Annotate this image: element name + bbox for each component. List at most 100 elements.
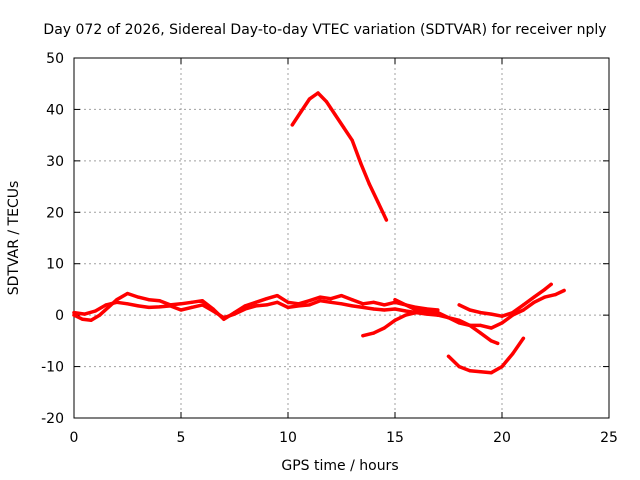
- data-point: [342, 125, 346, 129]
- data-point: [125, 291, 130, 296]
- data-point: [489, 339, 493, 343]
- x-tick-label: 25: [600, 430, 618, 446]
- data-point: [329, 297, 333, 301]
- data-point: [511, 311, 515, 315]
- x-tick-label: 20: [493, 430, 511, 446]
- data-point: [72, 311, 76, 315]
- data-point: [372, 307, 376, 311]
- data-point: [468, 323, 472, 327]
- data-point: [372, 300, 376, 304]
- data-point: [511, 352, 515, 356]
- data-point: [307, 97, 311, 101]
- data-point: [318, 295, 322, 299]
- data-point: [404, 309, 408, 313]
- data-point: [384, 218, 388, 222]
- y-tick-label: 50: [46, 51, 64, 67]
- data-point: [104, 303, 108, 307]
- data-point: [232, 312, 237, 316]
- data-point: [393, 298, 397, 302]
- data-point: [89, 318, 93, 322]
- data-point: [382, 308, 386, 312]
- y-tick-label: 30: [46, 154, 64, 170]
- y-tick-label: 0: [55, 308, 64, 324]
- data-point: [254, 304, 258, 308]
- data-point: [190, 305, 194, 309]
- data-point: [307, 299, 311, 303]
- data-point: [93, 309, 97, 313]
- x-tick-label: 15: [386, 430, 404, 446]
- data-point: [147, 305, 151, 309]
- series-line-trace-g: [457, 282, 553, 318]
- data-point: [179, 308, 183, 312]
- data-point: [211, 309, 215, 313]
- data-point: [446, 316, 451, 320]
- data-point: [318, 299, 322, 303]
- series-line-trace-c: [290, 91, 389, 222]
- data-point: [361, 305, 365, 309]
- data-point: [500, 314, 504, 318]
- data-point: [404, 313, 408, 317]
- data-point: [158, 305, 162, 309]
- data-point: [500, 321, 504, 325]
- y-tick-label: -10: [41, 360, 64, 376]
- data-point: [500, 365, 504, 369]
- data-point: [265, 303, 269, 307]
- data-point: [200, 303, 204, 307]
- data-point: [190, 300, 194, 304]
- data-point: [553, 293, 558, 297]
- data-point: [457, 318, 461, 322]
- data-point: [125, 302, 130, 306]
- data-point: [324, 100, 329, 104]
- data-point: [468, 369, 472, 373]
- data-point: [372, 331, 376, 335]
- data-point: [562, 288, 566, 293]
- data-point: [98, 313, 102, 317]
- data-point: [286, 305, 290, 309]
- data-point: [339, 294, 344, 298]
- data-point: [532, 295, 536, 299]
- series-line-trace-e: [393, 297, 500, 346]
- data-point: [382, 303, 386, 307]
- data-point: [496, 341, 500, 345]
- series-line-trace-f: [446, 336, 526, 375]
- data-point: [404, 303, 408, 307]
- series-line-trace-a: [72, 291, 440, 323]
- data-point: [543, 295, 547, 299]
- data-point: [297, 304, 301, 308]
- data-point: [532, 300, 536, 304]
- data-point: [414, 308, 418, 312]
- data-point: [361, 334, 365, 338]
- data-point: [290, 123, 294, 127]
- data-point: [350, 298, 354, 302]
- data-point: [115, 300, 119, 304]
- data-point: [243, 304, 247, 308]
- data-point: [136, 295, 140, 299]
- data-point: [106, 305, 110, 309]
- data-point: [393, 318, 397, 322]
- data-point: [489, 326, 493, 330]
- grid: [74, 58, 609, 418]
- plot-frame: [73, 57, 610, 419]
- data-point: [549, 282, 553, 286]
- data-point: [299, 110, 303, 114]
- y-tick-label: -20: [41, 411, 64, 427]
- data-point: [286, 300, 290, 304]
- data-point: [168, 304, 172, 308]
- data-point: [81, 317, 85, 321]
- data-point: [307, 303, 311, 307]
- x-tick-label: 0: [70, 430, 79, 446]
- data-point: [479, 323, 483, 327]
- data-point: [333, 113, 337, 117]
- data-point: [147, 298, 151, 302]
- x-tick-label: 10: [279, 430, 297, 446]
- data-point: [479, 370, 483, 374]
- data-point: [222, 316, 226, 320]
- data-point: [350, 304, 354, 308]
- data-point: [425, 311, 429, 315]
- data-point: [361, 302, 365, 306]
- data-point: [275, 294, 279, 298]
- data-point: [382, 326, 386, 330]
- data-point: [329, 300, 333, 304]
- data-point: [136, 304, 140, 308]
- data-point: [179, 302, 183, 306]
